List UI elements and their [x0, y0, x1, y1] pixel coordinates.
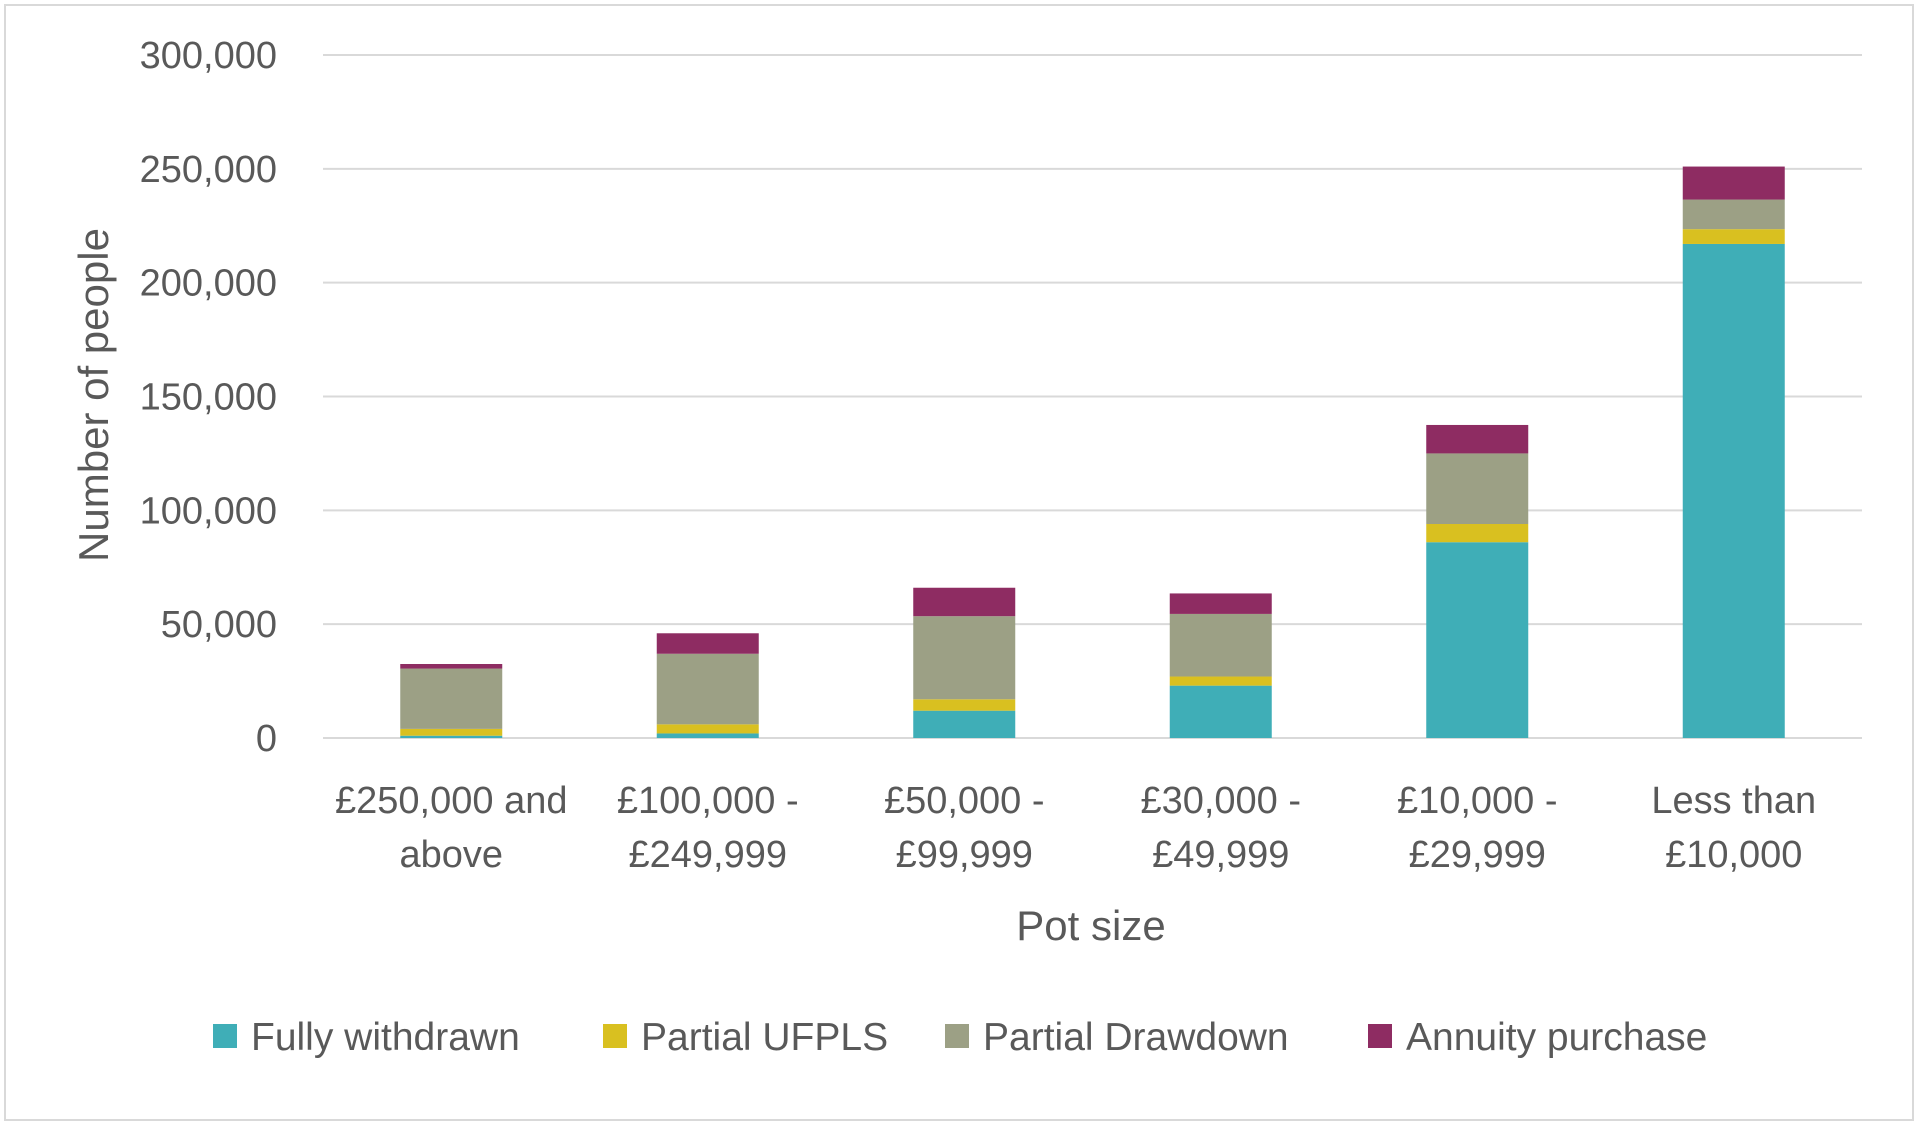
bar-segment: [1169, 613, 1272, 677]
bar-segment: [400, 664, 503, 669]
y-tick-label: 300,000: [140, 35, 277, 77]
legend: Fully withdrawn Partial UFPLS Partial Draw…: [213, 1016, 1707, 1059]
legend-label: Fully withdrawn: [251, 1016, 520, 1059]
bar-segment: [1682, 229, 1785, 244]
bar-segment: [400, 668, 503, 729]
y-tick-label: 250,000: [140, 149, 277, 191]
y-tick-label: 50,000: [161, 604, 277, 646]
x-axis-title: Pot size: [1016, 902, 1165, 949]
legend-item: Annuity purchase: [1368, 1016, 1707, 1059]
x-tick-label: £30,000 -: [1140, 780, 1301, 822]
bar-segment: [913, 587, 1016, 617]
bar-segment: [656, 653, 759, 725]
bar-segment: [1426, 424, 1529, 454]
x-tick-label: £249,999: [629, 834, 788, 876]
y-tick-label: 0: [256, 718, 277, 760]
bar-segment: [913, 616, 1016, 700]
x-tick-label: £29,999: [1409, 834, 1546, 876]
legend-label: Partial Drawdown: [983, 1016, 1289, 1059]
y-axis-title: Number of people: [70, 228, 117, 562]
x-tick-label: above: [399, 834, 503, 876]
legend-item: Partial Drawdown: [945, 1016, 1289, 1059]
bar-segment: [400, 728, 503, 736]
legend-swatch: [945, 1024, 969, 1048]
y-tick-label: 150,000: [140, 377, 277, 419]
bar-segment: [1682, 199, 1785, 230]
bar-segment: [913, 710, 1016, 738]
chart-frame: [4, 4, 1914, 1121]
bar-segment: [1426, 542, 1529, 738]
bar-segment: [656, 633, 759, 654]
x-tick-label: £49,999: [1152, 834, 1289, 876]
x-tick-label: Less than: [1651, 780, 1816, 822]
bar-segment: [400, 735, 503, 738]
bar-segment: [1682, 243, 1785, 739]
x-tick-label: £99,999: [896, 834, 1033, 876]
bar-segment: [1426, 453, 1529, 524]
legend-swatch: [213, 1024, 237, 1048]
x-tick-label: £10,000: [1665, 834, 1802, 876]
bar-segment: [1426, 523, 1529, 543]
bar-segment: [1169, 593, 1272, 614]
bars: [400, 166, 1785, 739]
x-tick-label: £250,000 and: [335, 780, 567, 822]
y-tick-label: 100,000: [140, 490, 277, 532]
x-tick-label: £10,000 -: [1397, 780, 1558, 822]
legend-label: Annuity purchase: [1406, 1016, 1707, 1059]
legend-item: Fully withdrawn: [213, 1016, 520, 1059]
y-tick-label: 200,000: [140, 263, 277, 305]
bar-segment: [1169, 676, 1272, 686]
bar-segment: [656, 724, 759, 734]
gridlines: [323, 54, 1862, 739]
x-axis-ticks: £250,000 and above £100,000 - £249,999 £50,0…: [335, 780, 1816, 876]
legend-swatch: [603, 1024, 627, 1048]
bar-segment: [656, 733, 759, 738]
y-axis-ticks: 0 50,000 100,000 150,000 200,000 250,000 300,0…: [140, 35, 277, 760]
x-tick-label: £100,000 -: [617, 780, 799, 822]
bar-segment: [1169, 685, 1272, 738]
bar-segment: [1682, 166, 1785, 200]
legend-item: Partial UFPLS: [603, 1016, 888, 1059]
legend-label: Partial UFPLS: [641, 1016, 888, 1059]
legend-swatch: [1368, 1024, 1392, 1048]
bar-segment: [913, 699, 1016, 711]
x-tick-label: £50,000 -: [884, 780, 1045, 822]
